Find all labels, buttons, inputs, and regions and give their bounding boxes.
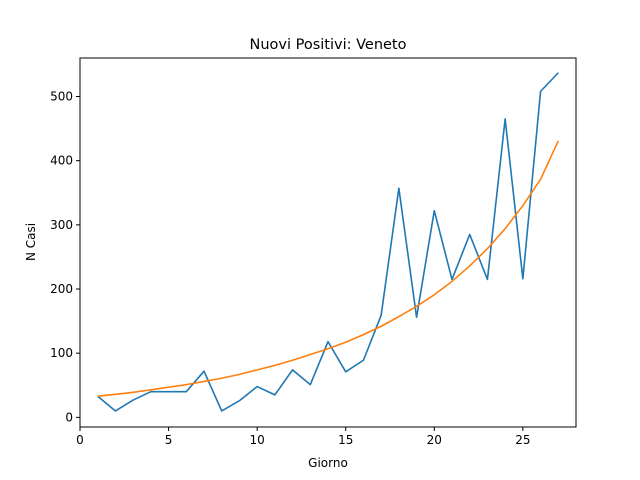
plot-frame (79, 57, 577, 428)
chart-title: Nuovi Positivi: Veneto (249, 37, 406, 53)
y-tick-label: 500 (50, 90, 73, 104)
x-tick-label: 15 (338, 433, 353, 447)
y-tick-label: 200 (50, 282, 73, 296)
y-axis-ticks: 0 100 200 300 400 500 (50, 90, 80, 424)
y-tick-label: 400 (50, 154, 73, 168)
series-group (97, 72, 560, 412)
y-tick-label: 100 (50, 346, 73, 360)
series-line-fit (97, 140, 560, 397)
series-line-data (97, 72, 559, 412)
x-tick-label: 5 (165, 433, 173, 447)
x-axis-ticks: 0 5 10 15 20 25 (76, 427, 530, 447)
x-axis-label: Giorno (308, 456, 348, 470)
y-axis-label: N Casi (24, 223, 38, 261)
x-tick-label: 10 (250, 433, 265, 447)
x-tick-label: 0 (76, 433, 84, 447)
x-tick-label: 25 (515, 433, 530, 447)
y-tick-label: 300 (50, 218, 73, 232)
y-tick-label: 0 (65, 410, 73, 424)
x-tick-label: 20 (427, 433, 442, 447)
